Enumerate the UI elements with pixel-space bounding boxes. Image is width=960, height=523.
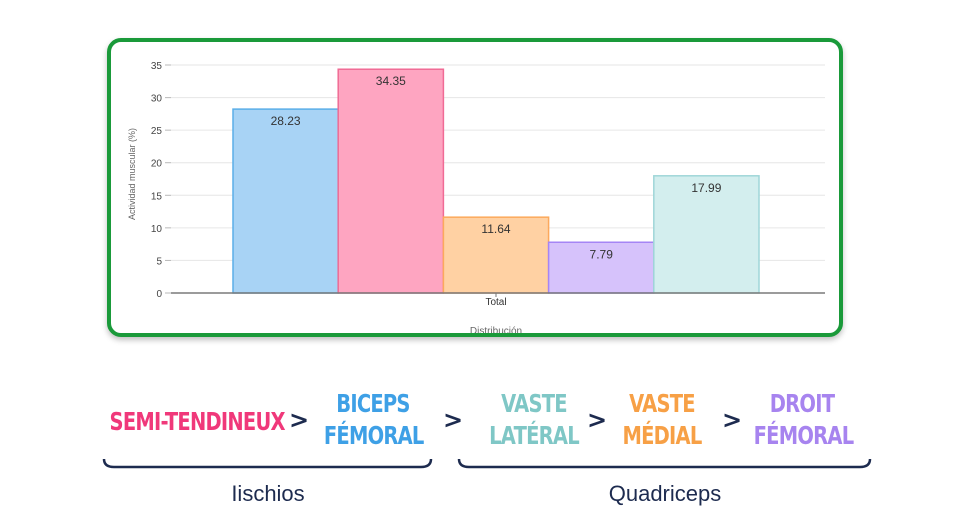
y-tick-label-5: 25	[151, 126, 163, 137]
y-tick-label-0: 0	[156, 289, 162, 300]
term-semi-tendineux-line-1: SEMI-TENDINEUX	[109, 407, 286, 436]
brace-quadriceps	[457, 458, 872, 469]
bar-data-label-4: 17.99	[691, 181, 721, 195]
separator-2: >	[443, 406, 464, 434]
term-droit-femoral-line-2: FÉMORAL	[753, 421, 854, 450]
term-vaste-lateral: VASTE LATÉRAL	[486, 388, 583, 452]
term-vaste-lateral-line-1: VASTE	[501, 389, 567, 418]
term-vaste-lateral-line-2: LATÉRAL	[489, 421, 579, 450]
group-label-ischios: Iischios	[231, 481, 305, 506]
group-braces	[102, 458, 872, 469]
y-axis-title: Actividad muscular (%)	[127, 128, 137, 220]
bar-chart: 0 5 10 15 20 25 30 35 28.23 34.35 11.64 7.79 17.99 To…	[127, 61, 825, 337]
bar-2	[442, 216, 550, 294]
bar-data-label-3: 7.79	[590, 247, 614, 261]
x-tick-label-0: Total	[485, 297, 506, 308]
separator-3: >	[587, 406, 608, 434]
term-vaste-medial-line-1: VASTE	[629, 389, 695, 418]
bar-data-label-0: 28.23	[271, 114, 301, 128]
y-tick-label-3: 15	[151, 191, 163, 202]
separator-1: >	[289, 406, 310, 434]
x-axis-title: Distribución	[470, 326, 522, 337]
separator-4: >	[722, 406, 743, 434]
muscle-order-sequence: SEMI-TENDINEUX > BICEPS FÉMORAL > VASTE …	[0, 388, 960, 458]
term-droit-femoral: DROIT FÉMORAL	[753, 388, 854, 452]
chart-card: 0 5 10 15 20 25 30 35 28.23 34.35 11.64 7.79 17.99 To…	[107, 38, 843, 337]
y-tick-label-4: 20	[151, 159, 163, 170]
bar-4	[653, 175, 760, 294]
bar-data-label-2: 11.64	[481, 222, 510, 236]
term-vaste-medial-line-2: MÉDIAL	[622, 421, 702, 450]
term-vaste-medial: VASTE MÉDIAL	[615, 388, 709, 452]
bar-data-label-1: 34.35	[376, 74, 406, 88]
term-droit-femoral-line-1: DROIT	[769, 389, 835, 418]
bar-0	[232, 108, 339, 294]
y-tick-label-7: 35	[151, 61, 163, 72]
term-biceps-femoral: BICEPS FÉMORAL	[323, 388, 424, 452]
bar-1	[337, 68, 445, 294]
term-biceps-femoral-line-1: BICEPS	[336, 389, 410, 418]
y-tick-label-1: 5	[156, 256, 162, 267]
term-biceps-femoral-line-2: FÉMORAL	[323, 421, 424, 450]
term-semi-tendineux: SEMI-TENDINEUX	[110, 406, 286, 438]
y-tick-label-2: 10	[151, 224, 163, 235]
brace-ischios	[102, 458, 433, 469]
group-label-quadriceps: Quadriceps	[608, 481, 722, 506]
y-tick-label-6: 30	[151, 94, 163, 105]
